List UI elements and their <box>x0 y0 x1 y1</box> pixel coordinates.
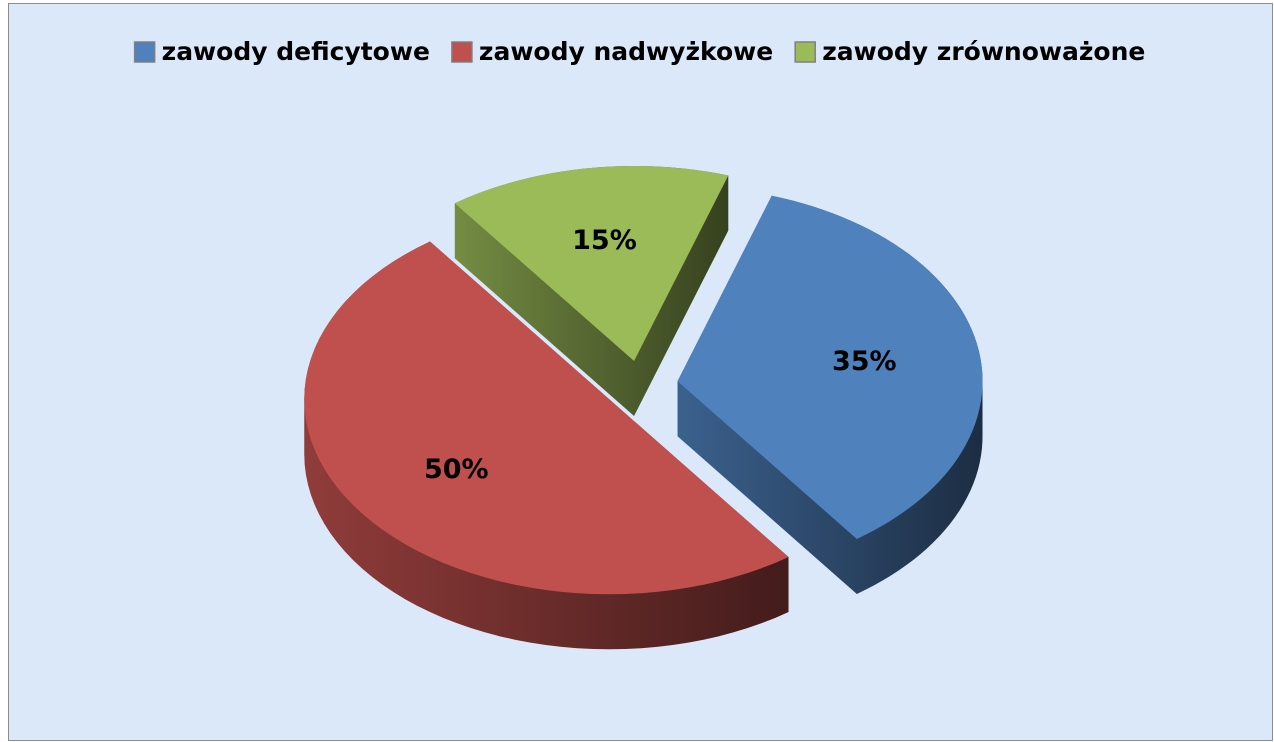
legend-swatch <box>451 41 473 63</box>
legend: zawody deficytowe zawody nadwyżkowe zawody… <box>133 37 1145 66</box>
legend-label: zawody deficytowe <box>162 37 430 66</box>
legend-label: zawody nadwyżkowe <box>479 37 773 66</box>
data-label: 15% <box>572 225 637 256</box>
slice <box>677 195 983 539</box>
data-label: 35% <box>832 346 897 377</box>
data-label: 50% <box>424 454 489 485</box>
legend-swatch <box>794 41 816 63</box>
legend-label: zawody zrównoważone <box>822 37 1145 66</box>
legend-swatch <box>133 41 156 63</box>
slice <box>454 166 729 362</box>
slice <box>304 241 789 595</box>
